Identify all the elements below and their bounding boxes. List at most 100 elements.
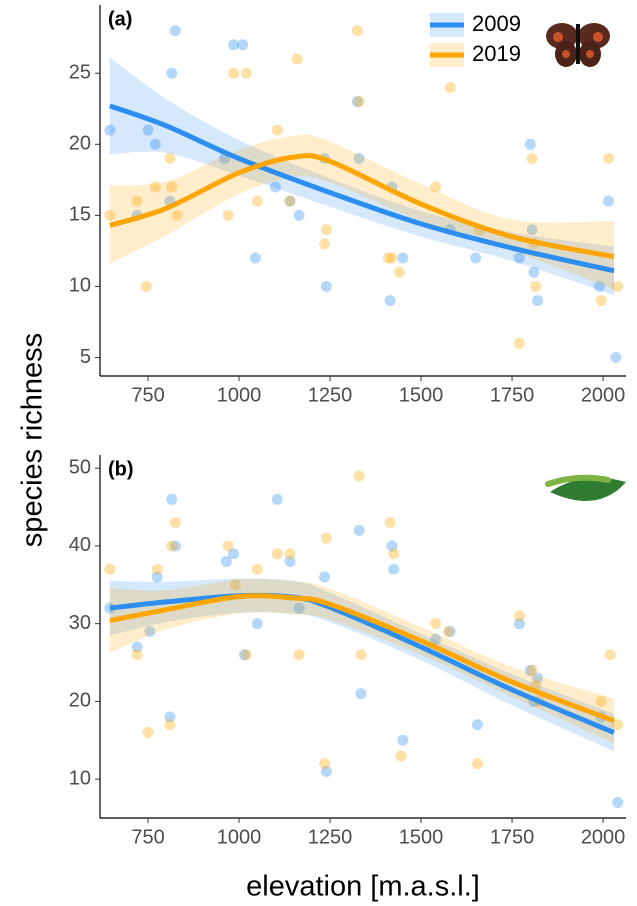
point: [320, 765, 332, 777]
point: [271, 493, 283, 505]
point: [386, 252, 398, 264]
point: [393, 266, 405, 278]
fit-line: [109, 592, 615, 735]
point: [144, 625, 156, 637]
point: [222, 540, 234, 552]
point: [293, 209, 305, 221]
confidence-band: [109, 578, 614, 752]
point: [149, 138, 161, 150]
y-tick-label: 5: [80, 346, 91, 368]
y-tick-label: 30: [69, 612, 91, 634]
legend-label: 2019: [472, 41, 521, 66]
point: [355, 688, 367, 700]
point: [169, 517, 181, 529]
point: [528, 266, 540, 278]
point: [530, 280, 542, 292]
point: [228, 67, 240, 79]
point: [284, 195, 296, 207]
point: [386, 540, 398, 552]
point: [151, 563, 163, 575]
point: [612, 280, 624, 292]
point: [442, 625, 454, 637]
point: [284, 195, 296, 207]
point: [430, 181, 442, 193]
point: [524, 138, 536, 150]
point: [397, 252, 409, 264]
point: [513, 252, 525, 264]
point: [131, 195, 143, 207]
x-tick-label: 750: [131, 826, 164, 848]
point: [353, 524, 365, 536]
point: [612, 719, 624, 731]
point: [353, 470, 365, 482]
point: [271, 548, 283, 560]
point: [320, 280, 332, 292]
point: [171, 209, 183, 221]
point: [430, 618, 442, 630]
point: [471, 719, 483, 731]
point: [284, 555, 296, 567]
point: [532, 672, 544, 684]
fit-line: [108, 103, 615, 274]
point: [220, 555, 232, 567]
point: [237, 39, 249, 51]
point: [612, 796, 624, 808]
point: [166, 67, 178, 79]
legend-label: 2009: [472, 11, 521, 36]
point: [169, 540, 181, 552]
y-tick-label: 20: [69, 690, 91, 712]
y-tick-label: 50: [69, 456, 91, 478]
point: [104, 124, 116, 136]
point: [229, 579, 241, 591]
y-tick-label: 10: [69, 275, 91, 297]
point: [526, 153, 538, 165]
point: [104, 563, 116, 575]
point: [104, 209, 116, 221]
point: [240, 649, 252, 661]
point: [151, 571, 163, 583]
point: [320, 532, 332, 544]
point: [526, 664, 538, 676]
point: [320, 224, 332, 236]
point: [140, 280, 152, 292]
panel-label: (a): [108, 8, 132, 30]
point: [293, 602, 305, 614]
point: [604, 649, 616, 661]
point: [169, 25, 181, 37]
point: [388, 563, 400, 575]
point: [166, 181, 178, 193]
point: [293, 649, 305, 661]
x-tick-label: 1000: [217, 384, 262, 406]
panel-label: (b): [108, 458, 134, 480]
y-tick-label: 40: [69, 534, 91, 556]
point: [251, 563, 263, 575]
point: [142, 726, 154, 738]
point: [471, 758, 483, 770]
x-tick-label: 1500: [399, 384, 444, 406]
y-tick-label: 20: [69, 133, 91, 155]
point: [351, 96, 363, 108]
point: [444, 81, 456, 93]
point: [353, 153, 365, 165]
point: [142, 124, 154, 136]
point: [269, 181, 281, 193]
x-tick-label: 1000: [217, 826, 262, 848]
x-tick-label: 1750: [490, 826, 535, 848]
point: [610, 352, 622, 364]
point: [397, 734, 409, 746]
x-tick-label: 1500: [399, 826, 444, 848]
x-tick-label: 1750: [490, 384, 535, 406]
point: [595, 295, 607, 307]
point: [382, 252, 394, 264]
x-tick-label: 1250: [308, 826, 353, 848]
point: [222, 209, 234, 221]
x-tick-label: 2000: [581, 826, 626, 848]
point: [388, 548, 400, 560]
x-tick-label: 2000: [581, 384, 626, 406]
point: [351, 25, 363, 37]
point: [228, 39, 240, 51]
y-tick-label: 10: [69, 767, 91, 789]
point: [524, 664, 536, 676]
point: [526, 224, 538, 236]
